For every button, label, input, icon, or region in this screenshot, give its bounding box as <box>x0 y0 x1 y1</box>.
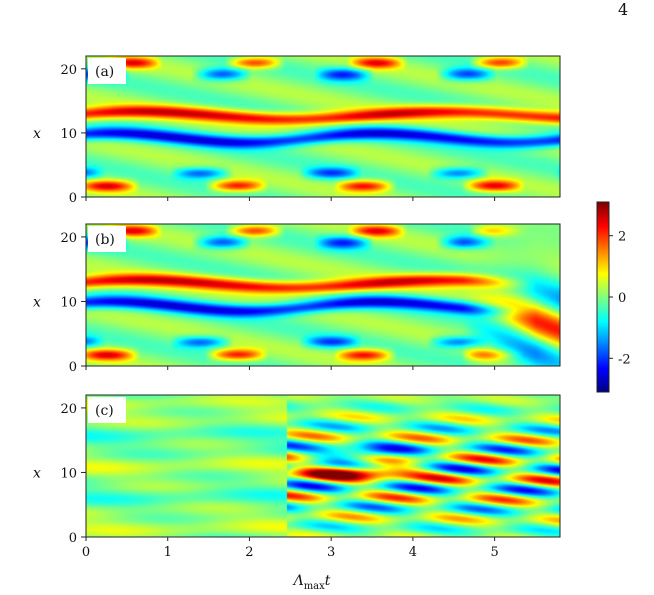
colorbar-tick-label: 0 <box>618 291 626 306</box>
y-tick-label: 20 <box>60 63 77 78</box>
x-axis-label: Λmaxt <box>292 573 331 592</box>
page-number: 4 <box>618 0 629 19</box>
panel-label-text: (c) <box>95 403 114 419</box>
y-axis-label: x <box>33 294 41 310</box>
y-tick-label: 0 <box>69 191 77 206</box>
colorbar-tick-label: -2 <box>618 352 631 367</box>
heatmap-panel-a <box>86 56 560 197</box>
y-tick-label: 10 <box>60 466 77 481</box>
heatmap-canvas-a <box>86 56 560 197</box>
x-tick-label: 0 <box>82 545 90 560</box>
panel-label-text: (a) <box>95 64 114 80</box>
colorbar-tick-label: 2 <box>618 230 626 245</box>
x-tick-label: 4 <box>409 545 417 560</box>
y-tick-label: 20 <box>60 231 77 246</box>
colorbar <box>597 202 609 392</box>
panel-label-c: (c) <box>88 397 126 423</box>
x-tick-label: 2 <box>245 545 253 560</box>
x-tick-label: 1 <box>164 545 172 560</box>
panel-label-a: (a) <box>88 58 126 84</box>
y-tick-label: 20 <box>60 402 77 417</box>
y-axis-label: x <box>33 126 41 142</box>
panel-frame <box>85 55 561 198</box>
x-axis-label-tail: t <box>325 573 331 589</box>
panel-frame <box>85 394 561 538</box>
y-tick-label: 0 <box>69 531 77 546</box>
panel-frame <box>85 223 561 367</box>
x-axis-label-main: Λ <box>292 573 304 589</box>
panel-label-text: (b) <box>95 232 115 248</box>
x-axis-label-sub: max <box>304 581 325 592</box>
heatmap-panel-c <box>86 395 560 537</box>
y-tick-label: 10 <box>60 127 77 142</box>
y-axis-label: x <box>33 465 41 481</box>
panel-label-b: (b) <box>88 226 126 252</box>
x-tick-label: 3 <box>327 545 335 560</box>
colorbar-canvas <box>597 202 609 392</box>
x-tick-label: 5 <box>490 545 498 560</box>
heatmap-canvas-c <box>86 395 560 537</box>
y-tick-label: 0 <box>69 360 77 375</box>
y-tick-label: 10 <box>60 295 77 310</box>
heatmap-canvas-b <box>86 224 560 366</box>
heatmap-panel-b <box>86 224 560 366</box>
